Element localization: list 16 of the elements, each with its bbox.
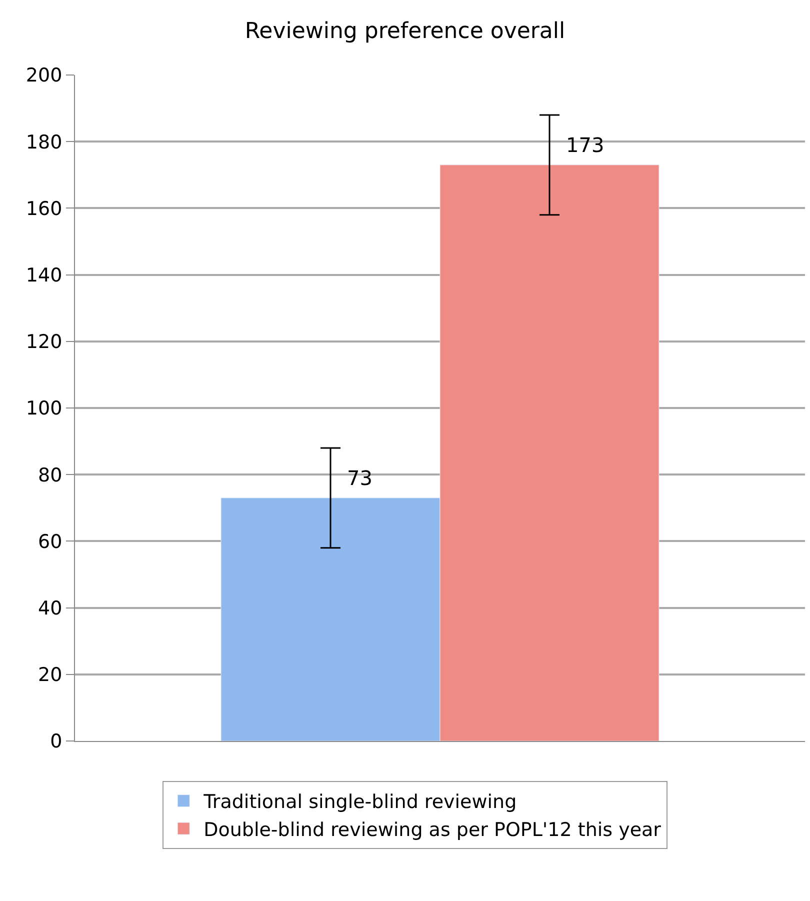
legend-label: Double-blind reviewing as per POPL'12 this year [204,818,662,841]
data-label: 73 [347,466,372,490]
y-tick-label: 60 [38,530,62,553]
y-tick-label: 0 [50,730,62,753]
y-tick-label: 160 [26,198,62,220]
y-tick-label: 180 [26,131,62,154]
y-tick-label: 140 [26,264,62,286]
y-tick-label: 200 [26,64,62,87]
y-tick-label: 120 [26,331,62,354]
y-tick-label: 40 [38,597,62,620]
y-tick-label: 20 [38,664,62,686]
y-tick-label: 80 [38,464,62,486]
legend-label: Traditional single-blind reviewing [202,791,517,814]
chart-title: Reviewing preference overall [244,18,566,44]
data-label: 173 [566,133,604,157]
y-tick-label: 100 [26,398,62,420]
